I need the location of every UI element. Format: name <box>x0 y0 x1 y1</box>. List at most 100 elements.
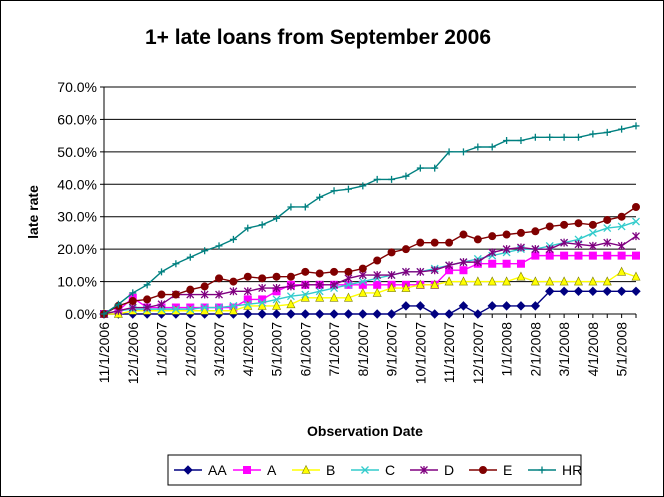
data-point <box>617 266 627 276</box>
data-point <box>171 305 180 314</box>
x-tick-label: 8/1/2007 <box>355 322 371 377</box>
data-point <box>200 290 209 299</box>
data-point <box>287 203 295 211</box>
data-point <box>373 271 382 280</box>
x-tick-label: 4/1/2007 <box>240 322 256 377</box>
data-point <box>401 245 410 254</box>
data-point <box>588 276 598 286</box>
data-point <box>531 251 540 260</box>
data-point <box>386 309 397 319</box>
legend-item-hr: HR <box>528 462 582 478</box>
data-point <box>502 245 511 254</box>
data-point <box>502 230 511 239</box>
data-point <box>200 282 209 291</box>
data-point <box>588 286 598 297</box>
data-point <box>358 264 367 273</box>
y-tick-label: 50.0% <box>57 144 97 160</box>
data-point <box>458 301 469 311</box>
data-point <box>272 295 281 304</box>
legend-label: B <box>326 462 335 478</box>
data-point <box>286 282 295 291</box>
data-point <box>330 187 338 195</box>
legend-item-d: D <box>410 462 454 478</box>
y-axis-title: late rate <box>25 185 41 239</box>
data-point <box>372 309 382 319</box>
axes: 0.0% 10.0% 20.0% 30.0% 40.0% 50.0% 60.0% 70.0% 1… <box>57 79 637 384</box>
data-point <box>430 266 439 275</box>
data-point <box>372 287 382 297</box>
data-point <box>272 272 281 281</box>
data-point <box>402 172 410 180</box>
data-point <box>445 148 453 156</box>
data-point <box>243 287 252 296</box>
data-point <box>314 309 325 319</box>
gridlines <box>104 86 636 283</box>
x-axis-title: Observation Date <box>307 423 423 439</box>
data-point <box>632 202 640 211</box>
data-point <box>316 193 324 201</box>
data-point <box>373 256 382 265</box>
data-point <box>300 309 311 319</box>
data-point <box>560 251 569 260</box>
data-point <box>186 305 195 314</box>
data-point <box>545 222 554 231</box>
data-point <box>458 276 468 286</box>
data-point <box>273 214 281 222</box>
series-e <box>100 202 640 318</box>
data-point <box>272 284 281 293</box>
data-point <box>617 241 626 250</box>
data-point <box>602 286 612 297</box>
x-tick-label: 12/1/2006 <box>125 322 141 384</box>
data-point <box>387 282 397 292</box>
data-point <box>502 276 512 286</box>
data-point <box>301 203 309 211</box>
data-point <box>387 248 396 257</box>
data-point <box>488 248 497 257</box>
x-tick-label: 9/1/2007 <box>384 322 400 377</box>
data-point <box>201 247 209 255</box>
data-point <box>516 228 525 237</box>
data-point <box>545 251 554 260</box>
data-point <box>344 280 353 289</box>
x-tick-label: 5/1/2007 <box>269 322 285 377</box>
data-point <box>215 303 223 312</box>
data-point <box>129 289 137 297</box>
data-point <box>603 238 612 247</box>
data-point <box>488 232 497 241</box>
data-point <box>186 285 195 294</box>
series-aa <box>99 286 641 319</box>
legend-label: A <box>267 462 277 478</box>
data-point <box>358 287 368 297</box>
data-point <box>559 276 569 286</box>
series-line <box>103 220 637 315</box>
data-point <box>271 309 282 319</box>
data-point <box>387 271 396 280</box>
legend-item-c: C <box>351 462 395 478</box>
legend-label: C <box>385 462 395 478</box>
data-point <box>545 286 555 297</box>
legend-label: E <box>503 462 512 478</box>
data-point <box>171 290 180 299</box>
data-point <box>487 301 497 311</box>
data-point <box>430 279 440 289</box>
x-tick-label: 1/1/2007 <box>154 322 170 377</box>
data-point <box>631 286 641 297</box>
data-point <box>229 287 238 296</box>
data-point <box>631 271 641 281</box>
data-point <box>330 280 339 289</box>
data-point <box>258 284 267 293</box>
data-point <box>459 230 468 239</box>
data-point <box>488 143 496 151</box>
x-tick-label: 4/1/2008 <box>585 322 601 377</box>
data-point <box>286 292 295 301</box>
data-point <box>574 240 583 249</box>
data-point <box>517 243 525 252</box>
y-tick-label: 20.0% <box>57 241 97 257</box>
data-point <box>487 276 497 286</box>
y-tick-label: 60.0% <box>57 111 97 127</box>
x-tick-label: 11/1/2006 <box>96 322 112 383</box>
data-point <box>315 292 325 302</box>
data-point <box>215 290 223 299</box>
data-point <box>172 260 180 268</box>
